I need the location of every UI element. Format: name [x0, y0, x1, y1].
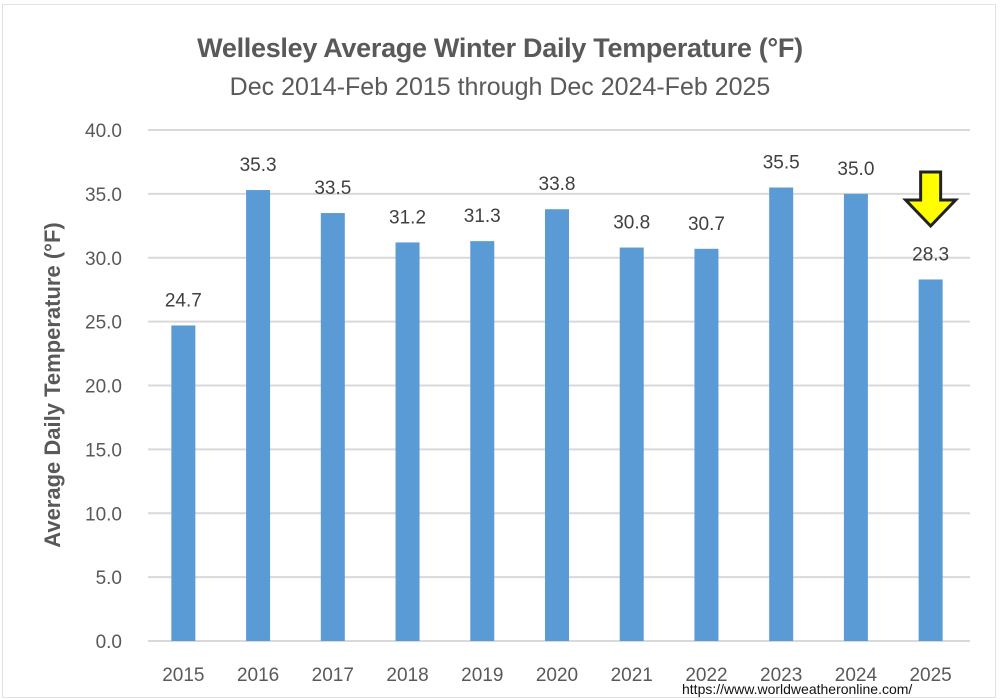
x-tick-label: 2020	[536, 665, 578, 686]
x-tick-label: 2015	[162, 665, 204, 686]
source-url: https://www.worldweatheronline.com/	[682, 681, 913, 697]
bar-2019	[470, 241, 495, 641]
x-tick-label: 2017	[312, 665, 354, 686]
y-tick-label: 35.0	[85, 185, 122, 206]
bar-2025	[918, 279, 943, 641]
data-label: 35.3	[240, 155, 277, 176]
x-tick-label: 2022	[685, 665, 727, 686]
y-tick-label: 20.0	[85, 377, 122, 398]
down-arrow-icon	[902, 170, 960, 229]
y-tick-label: 5.0	[96, 568, 122, 589]
data-label: 30.8	[613, 213, 650, 234]
bar-2024	[843, 193, 868, 641]
x-tick-label: 2024	[835, 665, 878, 686]
data-label: 35.5	[763, 152, 800, 173]
y-axis-label: Average Daily Temperature (°F)	[40, 222, 65, 547]
y-tick-label: 40.0	[85, 121, 122, 142]
chart-title: Wellesley Average Winter Daily Temperatu…	[197, 33, 803, 63]
data-label: 35.0	[837, 159, 874, 180]
x-tick-label: 2023	[760, 665, 802, 686]
data-label: 31.3	[464, 206, 501, 227]
x-tick-label: 2019	[461, 665, 503, 686]
y-tick-label: 25.0	[85, 313, 122, 334]
data-label: 31.2	[389, 207, 426, 228]
bar-2018	[395, 242, 420, 642]
x-tick-label: 2018	[386, 665, 428, 686]
bar-2021	[619, 247, 644, 641]
y-tick-label: 0.0	[96, 632, 122, 653]
chart-subtitle: Dec 2014-Feb 2015 through Dec 2024-Feb 2…	[229, 73, 771, 101]
bar-2020	[545, 209, 569, 641]
y-tick-label: 30.0	[85, 249, 122, 270]
data-label: 28.3	[912, 244, 949, 265]
chart-frame	[2, 4, 996, 698]
y-tick-label: 15.0	[85, 440, 122, 461]
x-tick-label: 2021	[611, 665, 653, 686]
bar-2015	[171, 325, 196, 641]
x-tick-label: 2016	[237, 665, 279, 686]
y-tick-label: 10.0	[85, 504, 122, 525]
bar-2017	[320, 213, 345, 641]
bar-2022	[694, 248, 719, 641]
bar-2016	[246, 190, 271, 642]
data-label: 24.7	[165, 290, 202, 311]
x-tick-label: 2025	[909, 665, 951, 686]
bar-2023	[769, 187, 794, 642]
data-label: 33.5	[314, 178, 351, 199]
data-label: 30.7	[688, 214, 725, 235]
data-label: 33.8	[539, 174, 576, 195]
